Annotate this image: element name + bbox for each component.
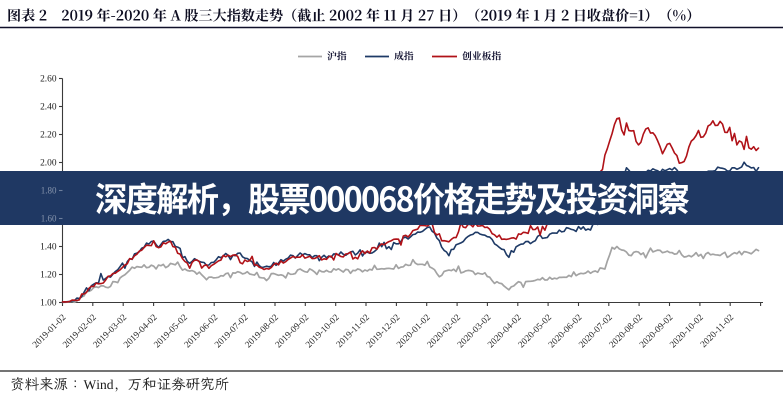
svg-text:1.00: 1.00 [40,298,57,308]
svg-text:1.20: 1.20 [40,270,57,280]
svg-text:1.80: 1.80 [41,185,57,195]
svg-text:2.20: 2.20 [40,130,57,140]
svg-text:2.40: 2.40 [40,102,57,112]
svg-text:1.40: 1.40 [40,242,57,252]
svg-text:2020-11-02: 2020-11-02 [698,312,735,349]
svg-text:2.00: 2.00 [40,158,57,168]
svg-text:1.60: 1.60 [41,213,57,223]
svg-text:2.60: 2.60 [40,74,57,84]
